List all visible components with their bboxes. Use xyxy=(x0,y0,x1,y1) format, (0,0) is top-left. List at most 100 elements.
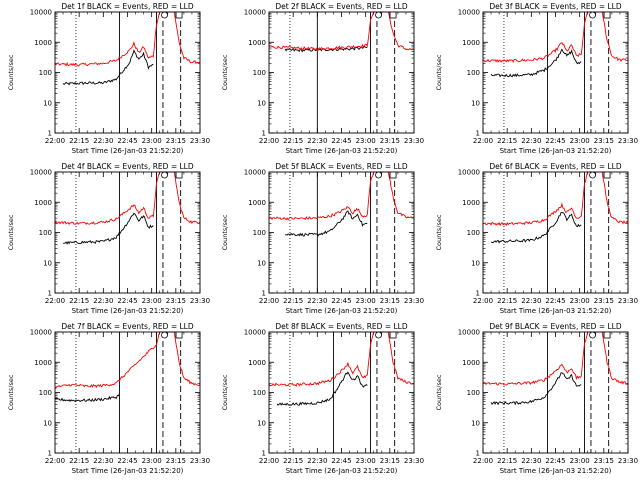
x-tick-label: 22:00 xyxy=(473,137,493,145)
event-circle-marker xyxy=(161,11,168,19)
y-tick-label: 10000 xyxy=(244,9,266,17)
x-tick-label: 23:15 xyxy=(166,297,186,305)
series-red xyxy=(268,11,415,51)
x-tick-label: 22:15 xyxy=(283,457,303,465)
event-square-marker xyxy=(175,331,183,339)
x-tick-label: 23:00 xyxy=(356,137,376,145)
y-tick-label: 1000 xyxy=(462,199,480,207)
panel-title: Det 8f BLACK = Events, RED = LLD xyxy=(275,322,408,331)
x-tick-label: 22:15 xyxy=(69,137,89,145)
y-tick-label: 10000 xyxy=(458,169,480,177)
event-circle-marker xyxy=(589,11,596,19)
x-tick-label: 23:15 xyxy=(166,137,186,145)
event-circle-marker xyxy=(375,171,382,179)
panel-title: Det 5f BLACK = Events, RED = LLD xyxy=(275,162,408,171)
panel-title: Det 6f BLACK = Events, RED = LLD xyxy=(489,162,622,171)
x-tick-label: 23:15 xyxy=(594,297,614,305)
x-tick-label: 22:30 xyxy=(93,297,113,305)
x-tick-label: 23:00 xyxy=(142,457,162,465)
x-tick-label: 23:30 xyxy=(190,297,210,305)
event-circle-marker xyxy=(589,171,596,179)
series-black xyxy=(63,212,154,245)
series-black xyxy=(54,393,120,403)
x-tick-label: 22:15 xyxy=(497,457,517,465)
plot-frame xyxy=(482,11,629,134)
x-tick-label: 22:00 xyxy=(259,457,279,465)
x-tick-label: 22:45 xyxy=(545,297,565,305)
x-tick-label: 23:15 xyxy=(380,297,400,305)
x-tick-label: 23:00 xyxy=(570,137,590,145)
x-tick-label: 22:45 xyxy=(331,137,351,145)
x-tick-label: 22:00 xyxy=(45,297,65,305)
y-tick-label: 10 xyxy=(257,419,266,427)
x-tick-label: 22:30 xyxy=(307,297,327,305)
panel-det-2f: Det 2f BLACK = Events, RED = LLD Counts/s… xyxy=(221,2,424,155)
y-tick-label: 10 xyxy=(43,419,52,427)
x-axis-label: Start Time (26-Jan-03 21:52:20) xyxy=(72,307,184,315)
series-black xyxy=(285,210,368,237)
x-axis-label: Start Time (26-Jan-03 21:52:20) xyxy=(286,147,398,155)
x-tick-label: 22:30 xyxy=(93,457,113,465)
panel-det-4f: Det 4f BLACK = Events, RED = LLD Counts/s… xyxy=(7,162,210,315)
x-tick-label: 23:15 xyxy=(380,137,400,145)
event-square-marker xyxy=(389,331,397,339)
y-tick-label: 10 xyxy=(471,259,480,267)
x-tick-label: 23:15 xyxy=(166,457,186,465)
y-tick-label: 100 xyxy=(39,69,52,77)
y-tick-label: 100 xyxy=(39,389,52,397)
series-red xyxy=(54,171,201,226)
x-tick-label: 22:00 xyxy=(473,457,493,465)
x-tick-label: 22:45 xyxy=(331,297,351,305)
y-tick-label: 100 xyxy=(467,229,480,237)
series-black xyxy=(276,371,368,406)
y-tick-label: 1000 xyxy=(462,39,480,47)
x-tick-label: 23:30 xyxy=(618,137,638,145)
x-tick-label: 22:15 xyxy=(283,137,303,145)
x-tick-label: 22:45 xyxy=(117,297,137,305)
x-tick-label: 22:15 xyxy=(283,297,303,305)
x-tick-label: 22:45 xyxy=(545,457,565,465)
y-tick-label: 1 xyxy=(48,130,52,138)
x-tick-label: 22:00 xyxy=(45,137,65,145)
series-black xyxy=(62,49,154,86)
event-square-marker xyxy=(603,171,611,179)
x-tick-label: 23:15 xyxy=(594,457,614,465)
plot-frame xyxy=(482,331,629,454)
x-tick-label: 23:30 xyxy=(190,137,210,145)
x-tick-label: 22:30 xyxy=(521,137,541,145)
panel-title: Det 9f BLACK = Events, RED = LLD xyxy=(489,322,622,331)
x-axis-label: Start Time (26-Jan-03 21:52:20) xyxy=(500,467,612,475)
event-circle-marker xyxy=(375,331,382,339)
panel-det-5f: Det 5f BLACK = Events, RED = LLD Counts/s… xyxy=(221,162,424,315)
plot-frame xyxy=(268,171,415,294)
y-tick-label: 10000 xyxy=(244,329,266,337)
series-black xyxy=(490,48,582,78)
x-tick-label: 23:30 xyxy=(618,297,638,305)
x-tick-label: 23:30 xyxy=(190,457,210,465)
x-tick-label: 23:00 xyxy=(356,297,376,305)
y-tick-label: 1000 xyxy=(34,39,52,47)
x-tick-label: 22:45 xyxy=(545,137,565,145)
plot-frame xyxy=(482,171,629,294)
plot-frame xyxy=(54,331,201,454)
y-axis-label: Counts/sec xyxy=(221,374,229,410)
y-tick-label: 1000 xyxy=(34,199,52,207)
y-tick-label: 1 xyxy=(476,450,480,458)
x-tick-label: 22:00 xyxy=(259,137,279,145)
event-square-marker xyxy=(389,11,397,19)
panel-title: Det 3f BLACK = Events, RED = LLD xyxy=(489,2,622,11)
series-red xyxy=(54,11,201,67)
y-tick-label: 1 xyxy=(48,450,52,458)
x-tick-label: 23:00 xyxy=(142,137,162,145)
y-tick-label: 10000 xyxy=(30,329,52,337)
x-axis-label: Start Time (26-Jan-03 21:52:20) xyxy=(72,467,184,475)
series-red xyxy=(268,171,415,221)
y-tick-label: 10 xyxy=(257,99,266,107)
x-tick-label: 22:30 xyxy=(93,137,113,145)
x-tick-label: 22:30 xyxy=(307,457,327,465)
series-black xyxy=(284,45,368,53)
plot-frame xyxy=(54,11,201,134)
x-tick-label: 22:45 xyxy=(331,457,351,465)
series-black xyxy=(490,372,582,406)
y-tick-label: 10 xyxy=(257,259,266,267)
